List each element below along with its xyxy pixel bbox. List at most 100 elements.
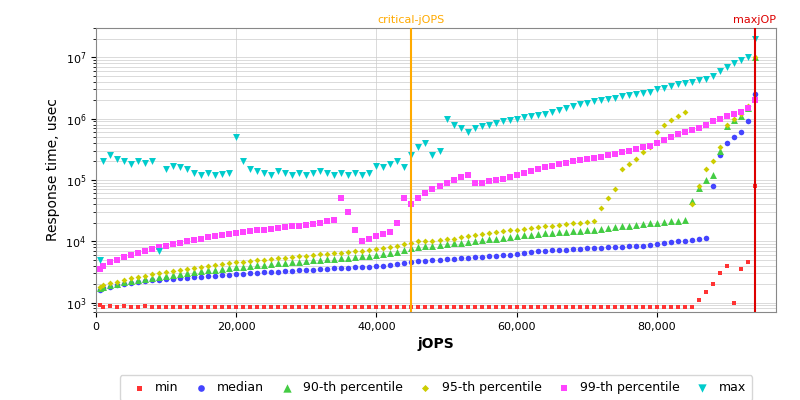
min	[742, 259, 754, 266]
95-th percentile	[482, 230, 495, 236]
max	[370, 162, 383, 169]
95-th percentile	[307, 252, 320, 258]
median	[272, 268, 285, 275]
90-th percentile	[188, 269, 201, 275]
min	[475, 303, 488, 310]
max	[637, 90, 650, 96]
max	[594, 97, 607, 103]
min	[749, 183, 762, 189]
median	[643, 242, 656, 248]
95-th percentile	[749, 54, 762, 60]
90-th percentile	[594, 226, 607, 232]
max	[328, 172, 341, 178]
min	[510, 303, 523, 310]
90-th percentile	[194, 268, 207, 274]
95-th percentile	[693, 183, 706, 189]
95-th percentile	[286, 254, 298, 260]
99-th percentile	[524, 168, 537, 174]
min	[160, 303, 173, 310]
90-th percentile	[587, 226, 600, 233]
95-th percentile	[209, 262, 222, 268]
max	[377, 164, 390, 170]
90-th percentile	[251, 262, 264, 268]
95-th percentile	[742, 103, 754, 109]
min	[461, 303, 474, 310]
min	[496, 303, 509, 310]
median	[678, 238, 691, 244]
max	[166, 162, 179, 169]
min	[265, 303, 278, 310]
90-th percentile	[363, 252, 376, 259]
95-th percentile	[118, 276, 130, 283]
max	[412, 143, 425, 150]
max	[321, 170, 334, 176]
min	[637, 303, 650, 310]
min	[630, 303, 642, 310]
90-th percentile	[314, 257, 326, 263]
90-th percentile	[433, 242, 446, 248]
median	[237, 270, 250, 277]
max	[391, 158, 404, 165]
max	[93, 256, 106, 263]
99-th percentile	[230, 230, 242, 236]
median	[97, 285, 110, 292]
median	[608, 244, 621, 250]
99-th percentile	[279, 224, 292, 230]
median	[475, 254, 488, 260]
max	[643, 89, 656, 95]
90-th percentile	[181, 270, 194, 276]
99-th percentile	[188, 237, 201, 243]
max	[552, 106, 565, 113]
90-th percentile	[160, 272, 173, 279]
95-th percentile	[335, 250, 348, 256]
median	[146, 277, 158, 284]
max	[138, 160, 151, 166]
max	[727, 60, 740, 66]
90-th percentile	[608, 224, 621, 230]
99-th percentile	[307, 221, 320, 227]
min	[300, 303, 313, 310]
90-th percentile	[279, 260, 292, 266]
median	[447, 256, 460, 262]
99-th percentile	[391, 220, 404, 226]
95-th percentile	[104, 280, 117, 286]
90-th percentile	[699, 177, 712, 183]
min	[132, 303, 145, 310]
95-th percentile	[377, 245, 390, 251]
90-th percentile	[419, 243, 432, 250]
median	[363, 264, 376, 270]
min	[125, 303, 138, 310]
90-th percentile	[138, 276, 151, 282]
95-th percentile	[433, 237, 446, 243]
90-th percentile	[300, 258, 313, 264]
99-th percentile	[138, 248, 151, 254]
min	[587, 303, 600, 310]
min	[468, 303, 481, 310]
95-th percentile	[110, 278, 123, 285]
max	[300, 172, 313, 178]
95-th percentile	[440, 236, 453, 242]
min	[643, 303, 656, 310]
99-th percentile	[468, 180, 481, 186]
min	[665, 303, 678, 310]
90-th percentile	[335, 255, 348, 262]
median	[174, 275, 186, 281]
99-th percentile	[608, 151, 621, 158]
min	[209, 303, 222, 310]
95-th percentile	[93, 284, 106, 290]
95-th percentile	[342, 249, 354, 256]
max	[146, 158, 158, 165]
95-th percentile	[475, 231, 488, 238]
99-th percentile	[356, 238, 369, 244]
max	[658, 84, 670, 91]
99-th percentile	[678, 129, 691, 135]
90-th percentile	[566, 228, 579, 234]
min	[174, 303, 186, 310]
99-th percentile	[643, 142, 656, 149]
99-th percentile	[222, 231, 235, 238]
max	[237, 158, 250, 165]
90-th percentile	[356, 253, 369, 260]
95-th percentile	[643, 143, 656, 150]
median	[419, 258, 432, 264]
median	[489, 252, 502, 259]
